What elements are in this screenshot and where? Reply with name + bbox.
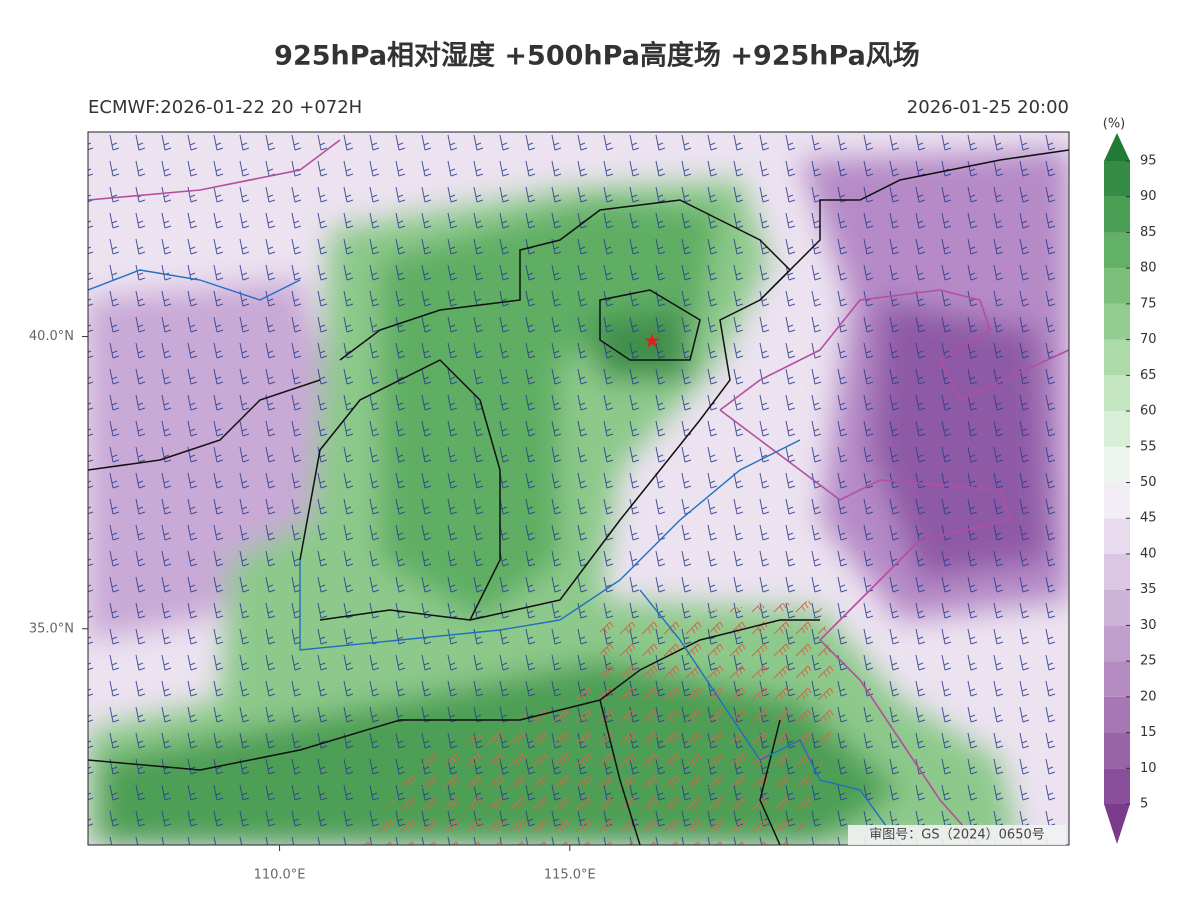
title: 925hPa相对湿度 +500hPa高度场 +925hPa风场	[274, 40, 920, 72]
colorbar-label: 85	[1140, 225, 1157, 240]
colorbar-label: 50	[1140, 475, 1157, 490]
colorbar-bin	[1104, 196, 1130, 233]
colorbar-extend-low	[1104, 804, 1130, 844]
colorbar-label: 15	[1140, 725, 1157, 740]
colorbar-bin	[1104, 553, 1130, 590]
colorbar-label: 60	[1140, 404, 1157, 419]
colorbar: (%) 5 10 15 20 25 30 35 40 45 50 55 60 65 70 75 80 85 90 9…	[1103, 117, 1157, 844]
map-frame	[87, 131, 1070, 846]
y-tick-label: 35.0°N	[29, 621, 74, 636]
colorbar-label: 45	[1140, 511, 1157, 526]
colorbar-bin	[1104, 696, 1130, 733]
colorbar-bin	[1104, 518, 1130, 554]
colorbar-bin	[1104, 661, 1130, 697]
colorbar-label: 70	[1140, 332, 1157, 347]
colorbar-label: 40	[1140, 546, 1157, 561]
colorbar-unit: (%)	[1103, 117, 1126, 132]
colorbar-label: 10	[1140, 761, 1157, 776]
colorbar-bin	[1104, 375, 1130, 412]
colorbar-label: 35	[1140, 582, 1157, 597]
colorbar-bin	[1104, 411, 1130, 447]
colorbar-bin	[1104, 625, 1130, 662]
colorbar-bin	[1104, 339, 1130, 376]
colorbar-bin	[1104, 482, 1130, 519]
subtitle-left: ECMWF:2026-01-22 20 +072H	[88, 97, 362, 118]
x-tick-label: 115.0°E	[544, 868, 596, 883]
colorbar-bin	[1104, 732, 1130, 769]
colorbar-label: 30	[1140, 618, 1157, 633]
review-number: 审图号：GS（2024）0650号	[869, 828, 1045, 843]
colorbar-label: 90	[1140, 189, 1157, 204]
colorbar-label: 25	[1140, 654, 1157, 669]
axes: 110.0°E 115.0°E 35.0°N 40.0°N	[29, 329, 596, 882]
colorbar-label: 80	[1140, 261, 1157, 276]
colorbar-label: 75	[1140, 296, 1157, 311]
colorbar-label: 55	[1140, 439, 1157, 454]
colorbar-label: 20	[1140, 689, 1157, 704]
y-tick-label: 40.0°N	[29, 329, 74, 344]
colorbar-bin	[1104, 161, 1130, 197]
colorbar-bin	[1104, 268, 1130, 304]
colorbar-label: 5	[1140, 797, 1148, 812]
colorbar-bin	[1104, 232, 1130, 269]
subtitle-right: 2026-01-25 20:00	[907, 97, 1069, 118]
colorbar-bin	[1104, 768, 1130, 804]
x-tick-label: 110.0°E	[254, 868, 306, 883]
colorbar-bin	[1104, 303, 1130, 340]
capital-star: ★	[643, 329, 661, 353]
review-box	[848, 825, 1066, 845]
colorbar-extend-high	[1104, 133, 1130, 161]
colorbar-label: 65	[1140, 368, 1157, 383]
colorbar-bin	[1104, 446, 1130, 483]
colorbar-bin	[1104, 589, 1130, 626]
map: ★	[88, 132, 1069, 845]
colorbar-label: 95	[1140, 154, 1157, 169]
